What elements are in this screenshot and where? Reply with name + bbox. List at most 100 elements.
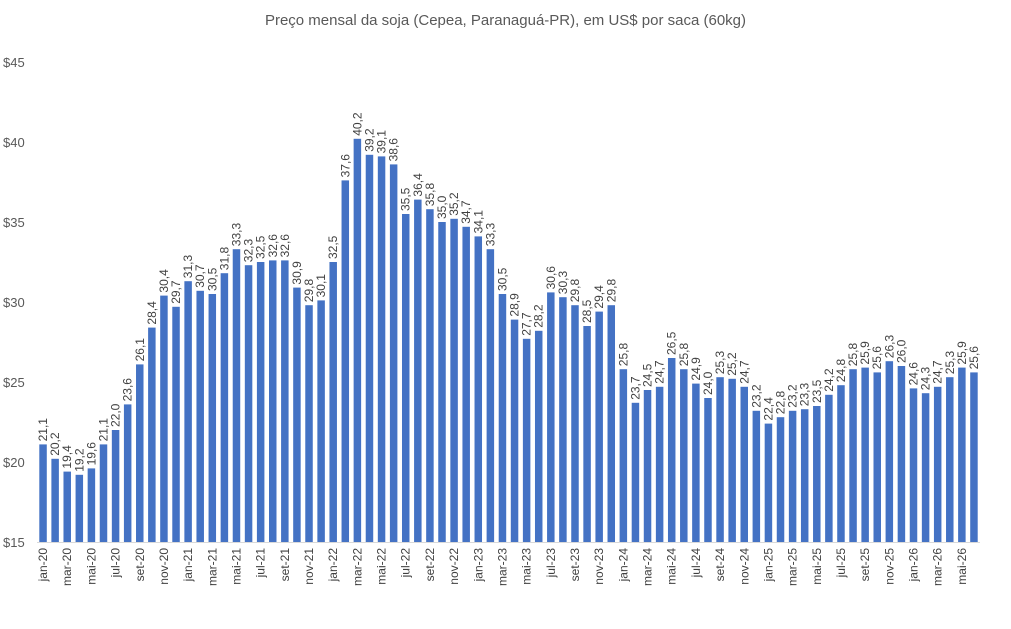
x-tick-label: set-25 <box>858 548 872 582</box>
x-tick-label: jul-20 <box>109 548 123 579</box>
bar <box>728 378 736 542</box>
data-label: 30,7 <box>193 264 207 288</box>
data-label: 22,0 <box>109 403 123 427</box>
x-tick-label: nov-22 <box>447 548 461 585</box>
data-label: 30,4 <box>157 269 171 293</box>
data-label: 26,0 <box>894 339 908 363</box>
data-label: 23,2 <box>749 384 763 408</box>
data-label: 36,4 <box>411 173 425 197</box>
bar <box>462 226 470 543</box>
data-label: 32,5 <box>254 235 268 259</box>
data-label: 24,3 <box>919 367 933 391</box>
bar <box>813 406 821 542</box>
x-tick-label: mai-20 <box>84 548 98 585</box>
bar <box>148 327 156 542</box>
data-label: 31,3 <box>181 255 195 279</box>
data-label: 26,1 <box>133 338 147 362</box>
bar <box>800 409 809 542</box>
bar <box>220 273 229 542</box>
data-label: 19,4 <box>60 445 74 469</box>
bar <box>341 180 350 542</box>
x-tick-label: nov-23 <box>592 548 606 585</box>
bar <box>692 383 700 542</box>
bar <box>643 390 652 542</box>
data-label: 21,1 <box>36 418 50 442</box>
bar <box>619 369 628 542</box>
x-tick-label: jan-25 <box>761 548 775 583</box>
x-tick-label: nov-25 <box>882 548 896 585</box>
bar <box>873 372 881 542</box>
bar <box>353 138 362 543</box>
bar <box>184 281 192 542</box>
data-label: 31,8 <box>217 247 231 271</box>
data-label: 38,6 <box>387 138 401 162</box>
data-label: 24,7 <box>931 360 945 384</box>
data-label: 29,8 <box>302 279 316 303</box>
bar <box>885 361 894 542</box>
x-tick-label: jul-23 <box>544 548 558 579</box>
bar <box>897 366 906 542</box>
bar <box>909 388 918 542</box>
data-label: 29,7 <box>169 280 183 304</box>
x-tick-label: set-23 <box>568 548 582 582</box>
bar <box>87 468 96 542</box>
x-tick-label: jan-20 <box>36 548 50 583</box>
bar <box>970 372 978 542</box>
data-label: 30,3 <box>556 271 570 295</box>
x-tick-label: nov-24 <box>737 548 751 585</box>
x-tick-label: jul-21 <box>254 548 268 579</box>
data-label: 25,8 <box>846 343 860 367</box>
data-label: 32,6 <box>278 234 292 258</box>
bar <box>776 417 785 542</box>
data-label: 33,3 <box>483 223 497 247</box>
data-label: 25,9 <box>858 341 872 365</box>
bar <box>704 398 712 542</box>
bar <box>559 297 567 542</box>
x-tick-label: mai-25 <box>810 548 824 585</box>
x-tick-label: mar-20 <box>60 548 74 586</box>
bar <box>583 326 591 542</box>
data-label: 33,3 <box>229 223 243 247</box>
data-label: 30,6 <box>544 266 558 290</box>
data-label: 24,7 <box>737 360 751 384</box>
bar <box>365 154 374 543</box>
bar <box>595 311 603 542</box>
x-tick-label: mai-22 <box>375 548 389 585</box>
bar <box>293 287 301 542</box>
bar <box>63 471 71 542</box>
bars <box>39 138 978 543</box>
x-tick-label: set-24 <box>713 548 727 582</box>
x-axis: jan-20 mar-20 mai-20 jul-20 set-20 nov-20 jan-… <box>36 542 980 586</box>
bar <box>208 294 217 542</box>
data-label: 32,5 <box>326 235 340 259</box>
data-label: 28,9 <box>508 293 522 317</box>
y-tick-label: $30 <box>3 295 25 310</box>
data-label: 30,5 <box>495 267 509 291</box>
data-label: 39,1 <box>375 130 389 154</box>
bar <box>571 305 579 542</box>
data-label: 28,4 <box>145 301 159 325</box>
bar <box>933 386 942 542</box>
data-label: 27,7 <box>520 312 534 336</box>
y-tick-label: $40 <box>3 135 25 150</box>
data-label: 34,1 <box>471 210 485 234</box>
bar <box>317 300 325 542</box>
bar <box>414 199 422 542</box>
data-label: 23,2 <box>786 384 800 408</box>
data-label: 35,0 <box>435 195 449 219</box>
data-label: 24,5 <box>641 363 655 387</box>
data-label: 30,9 <box>290 261 304 285</box>
x-tick-label: mar-22 <box>350 548 364 586</box>
data-label: 30,1 <box>314 274 328 298</box>
bar <box>426 209 434 542</box>
y-tick-label: $20 <box>3 455 25 470</box>
bar <box>946 377 954 542</box>
x-tick-label: mar-25 <box>786 548 800 586</box>
bar <box>547 292 555 542</box>
data-label: 25,6 <box>870 346 884 370</box>
x-tick-label: mar-21 <box>205 548 219 586</box>
x-tick-label: mar-24 <box>641 548 655 586</box>
bar <box>849 369 857 542</box>
bar <box>244 265 253 542</box>
